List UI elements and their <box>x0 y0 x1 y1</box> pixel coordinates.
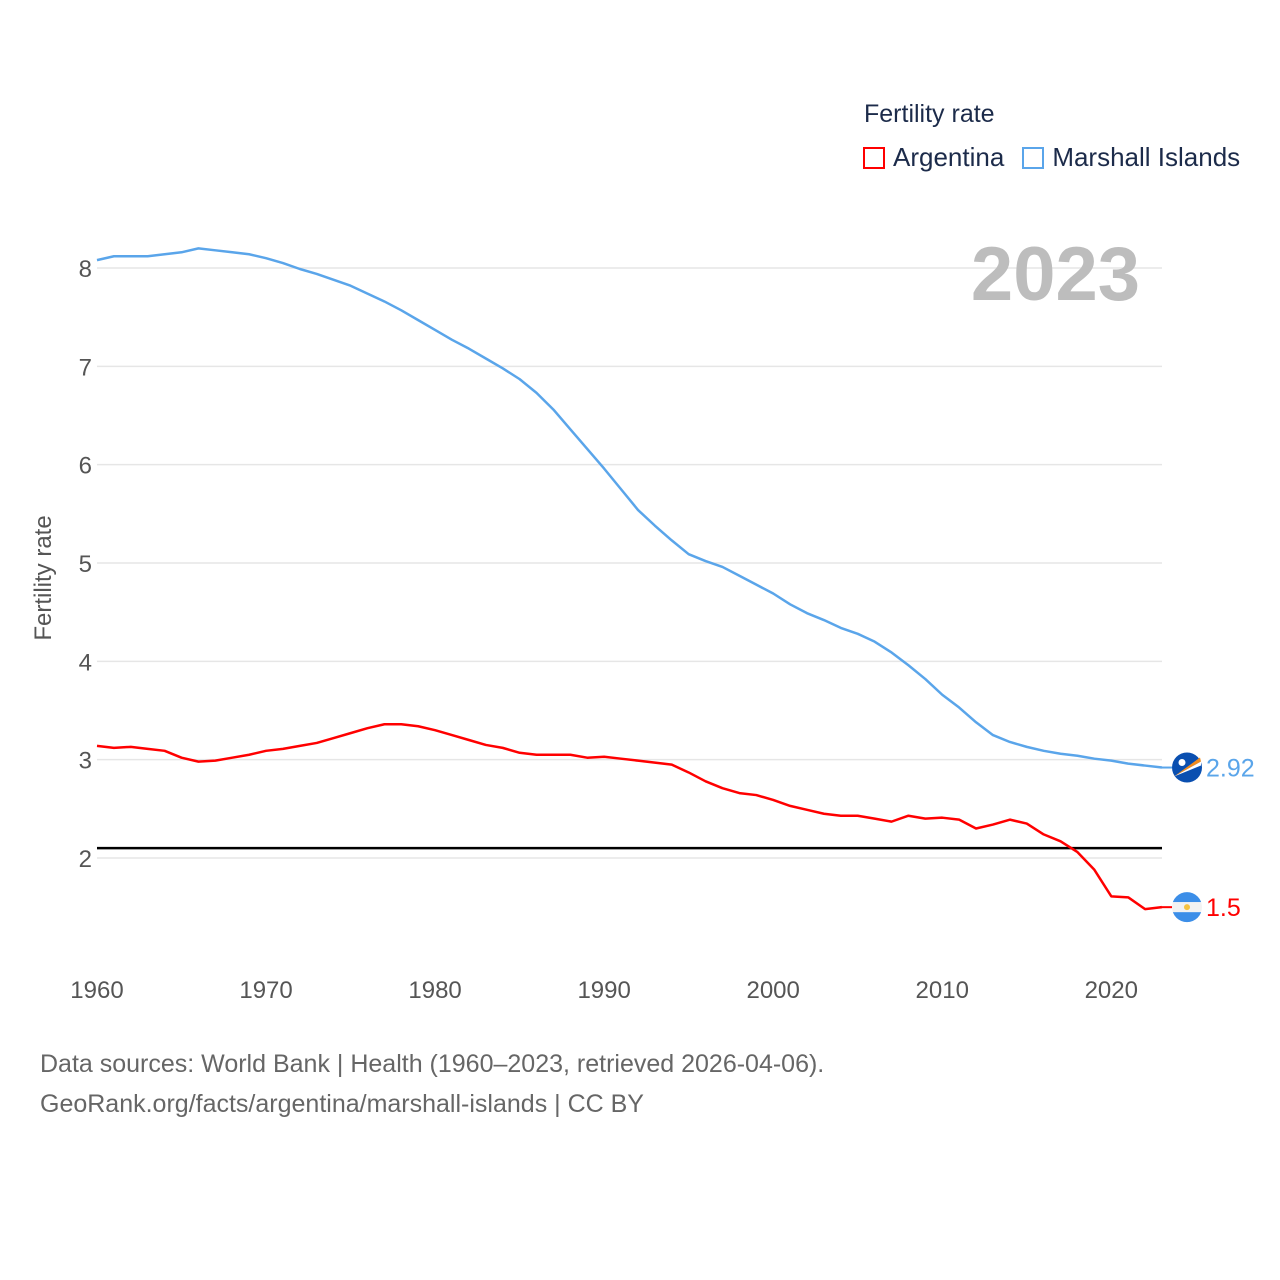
y-axis-label: Fertility rate <box>30 515 57 640</box>
gridlines <box>97 267 1162 859</box>
legend-swatch-argentina <box>863 146 885 169</box>
year-watermark: 2023 <box>971 232 1140 317</box>
flag-star-icon <box>1178 759 1186 767</box>
y-tick-label: 8 <box>79 256 92 283</box>
legend-label-marshall-islands: Marshall Islands <box>1052 142 1241 172</box>
legend-swatch-marshall-islands <box>1022 146 1045 169</box>
x-tick-label: 2010 <box>916 977 969 1004</box>
flag-marshall-islands-icon <box>1172 752 1202 783</box>
flag-ray-white <box>1174 761 1201 777</box>
series-line-marshall-islands <box>96 247 1163 769</box>
x-tick-label: 1960 <box>70 977 123 1004</box>
x-axis-ticks: 1960 1970 1980 1990 2000 2010 2020 <box>70 977 1138 1004</box>
flag-stripe <box>1172 892 1202 903</box>
y-tick-label: 5 <box>79 551 92 578</box>
y-tick-label: 6 <box>79 453 92 480</box>
flag-sun-icon <box>1184 904 1190 911</box>
y-axis-ticks: 2 3 4 5 6 7 8 <box>79 256 92 873</box>
flag-stripe <box>1172 912 1202 923</box>
y-tick-label: 2 <box>79 846 92 873</box>
source-url-text[interactable]: GeoRank.org/facts/argentina/marshall-isl… <box>40 1090 644 1118</box>
y-tick-label: 7 <box>79 354 92 381</box>
series-group <box>96 247 1163 911</box>
flag-ray-orange <box>1174 757 1201 777</box>
x-tick-label: 2000 <box>746 977 799 1004</box>
legend: Argentina Marshall Islands <box>863 142 1258 173</box>
x-tick-label: 2020 <box>1085 977 1138 1004</box>
end-labels: 1.5 2.92 <box>1162 752 1255 923</box>
legend-item-marshall-islands[interactable]: Marshall Islands <box>1022 142 1240 173</box>
legend-title: Fertility rate <box>864 100 995 128</box>
end-value-label-marshall-islands: 2.92 <box>1206 755 1255 783</box>
data-source-text: Data sources: World Bank | Health (1960–… <box>40 1050 825 1078</box>
end-value-label-argentina: 1.5 <box>1206 894 1241 922</box>
y-tick-label: 3 <box>79 748 92 775</box>
x-tick-label: 1980 <box>408 977 461 1004</box>
flag-argentina-stripes <box>1172 892 1202 923</box>
series-line-argentina <box>96 723 1163 911</box>
x-tick-label: 1990 <box>577 977 630 1004</box>
y-tick-label: 4 <box>79 649 92 676</box>
footer: Data sources: World Bank | Health (1960–… <box>40 1044 824 1124</box>
legend-item-argentina[interactable]: Argentina <box>863 142 1004 173</box>
flag-argentina-icon <box>1172 892 1202 923</box>
legend-label-argentina: Argentina <box>893 142 1005 172</box>
x-tick-label: 1970 <box>239 977 292 1004</box>
